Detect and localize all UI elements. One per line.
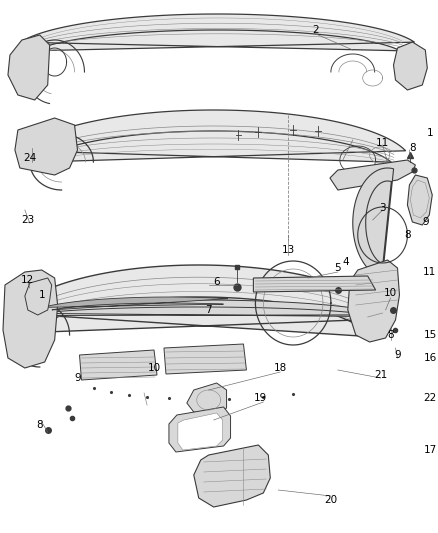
- Text: 1: 1: [39, 290, 45, 300]
- Text: 2: 2: [313, 25, 319, 35]
- Polygon shape: [254, 276, 376, 292]
- Polygon shape: [178, 413, 223, 450]
- Polygon shape: [393, 42, 427, 90]
- Polygon shape: [187, 383, 226, 415]
- Text: 11: 11: [376, 138, 389, 148]
- Polygon shape: [348, 260, 399, 342]
- Text: 11: 11: [423, 267, 436, 277]
- Text: 20: 20: [325, 495, 337, 505]
- Polygon shape: [25, 278, 52, 315]
- Polygon shape: [15, 118, 78, 175]
- Text: 13: 13: [282, 245, 295, 255]
- Text: 9: 9: [422, 217, 429, 227]
- Polygon shape: [21, 110, 406, 162]
- Text: 1: 1: [427, 128, 434, 138]
- Text: 16: 16: [424, 353, 437, 363]
- Text: 17: 17: [424, 445, 437, 455]
- Polygon shape: [17, 300, 386, 317]
- Polygon shape: [21, 14, 414, 51]
- Text: 10: 10: [148, 363, 161, 373]
- Polygon shape: [407, 175, 432, 225]
- Text: 7: 7: [205, 305, 212, 315]
- Text: 23: 23: [21, 215, 35, 225]
- Text: 21: 21: [374, 370, 387, 380]
- Text: 5: 5: [335, 263, 341, 273]
- Polygon shape: [194, 445, 270, 507]
- Text: 19: 19: [254, 393, 267, 403]
- Polygon shape: [80, 350, 157, 380]
- Text: 4: 4: [343, 257, 349, 267]
- Text: 10: 10: [384, 288, 397, 298]
- Text: 24: 24: [23, 153, 36, 163]
- Polygon shape: [353, 168, 394, 277]
- Text: 8: 8: [387, 330, 394, 340]
- Polygon shape: [11, 265, 389, 337]
- Text: 9: 9: [74, 373, 81, 383]
- Text: 8: 8: [404, 230, 411, 240]
- Text: 22: 22: [424, 393, 437, 403]
- Text: 8: 8: [36, 420, 43, 430]
- Polygon shape: [8, 35, 49, 100]
- Polygon shape: [3, 270, 58, 368]
- Text: 9: 9: [394, 350, 401, 360]
- Text: 6: 6: [213, 277, 220, 287]
- Text: 12: 12: [21, 275, 35, 285]
- Text: 8: 8: [409, 143, 416, 153]
- Text: 3: 3: [379, 203, 386, 213]
- Polygon shape: [169, 407, 230, 452]
- Polygon shape: [330, 160, 415, 190]
- Text: 18: 18: [274, 363, 287, 373]
- Polygon shape: [164, 344, 247, 374]
- Text: 15: 15: [424, 330, 437, 340]
- Polygon shape: [43, 297, 228, 310]
